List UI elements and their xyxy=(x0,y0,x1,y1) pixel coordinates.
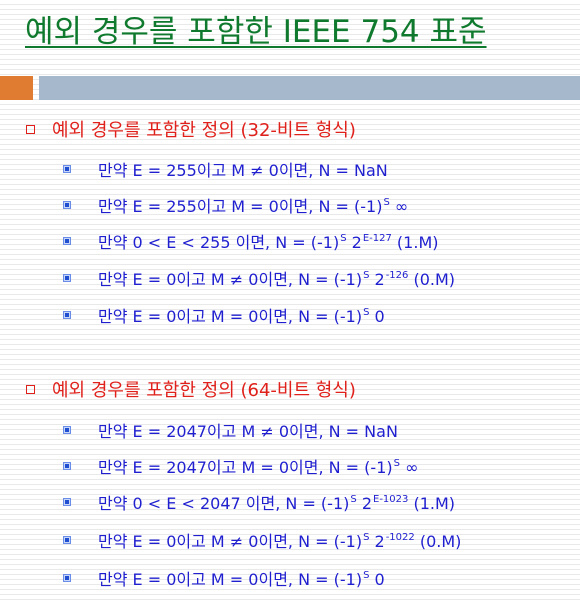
slide-title: 예외 경우를 포함한 IEEE 754 표준 xyxy=(25,14,487,50)
filled-square-bullet-icon xyxy=(63,274,71,282)
item-text-part: 0 xyxy=(369,570,385,589)
header-bar xyxy=(39,76,580,100)
item-text-part: (1.M) xyxy=(408,494,456,513)
hollow-square-bullet-icon xyxy=(26,124,35,134)
item-text-part: 만약 0 < E < 255 이면, N = (-1) xyxy=(98,233,340,252)
superscript: S xyxy=(340,233,347,244)
section-heading-text: 예외 경우를 포함한 정의 (32-비트 형식) xyxy=(52,120,356,141)
superscript: E-127 xyxy=(362,233,392,244)
item-text-part: ∞ xyxy=(389,197,409,216)
list-item: 만약 E = 0이고 M = 0이면, N = (-1)S 0 xyxy=(63,566,385,590)
list-item: 만약 E = 2047이고 M ≠ 0이면, N = NaN xyxy=(63,418,398,442)
item-text-part: 만약 E = 2047이고 M = 0이면, N = (-1) xyxy=(98,458,393,477)
item-text-part: (1.M) xyxy=(391,233,439,252)
superscript: E-1023 xyxy=(373,494,409,505)
item-text-part: 2 xyxy=(369,270,385,289)
filled-square-bullet-icon xyxy=(63,311,71,319)
item-text-part: (0.M) xyxy=(414,532,462,551)
item-text-part: 만약 E = 0이고 M = 0이면, N = (-1) xyxy=(98,307,363,326)
item-text-part: 만약 E = 0이고 M = 0이면, N = (-1) xyxy=(98,570,363,589)
filled-square-bullet-icon xyxy=(63,237,71,245)
filled-square-bullet-icon xyxy=(63,498,71,506)
item-text-part: ∞ xyxy=(399,458,419,477)
item-text-part: 2 xyxy=(369,532,385,551)
list-item: 만약 E = 0이고 M ≠ 0이면, N = (-1)S 2-1022 (0.… xyxy=(63,528,461,552)
item-text: 만약 E = 0이고 M = 0이면, N = (-1)S 0 xyxy=(98,566,385,590)
item-text: 만약 E = 0이고 M ≠ 0이면, N = (-1)S 2-1022 (0.… xyxy=(98,528,461,552)
section-heading: 예외 경우를 포함한 정의 (64-비트 형식) xyxy=(26,376,356,402)
section-heading-text: 예외 경우를 포함한 정의 (64-비트 형식) xyxy=(52,380,356,401)
item-text: 만약 0 < E < 255 이면, N = (-1)S 2E-127 (1.M… xyxy=(98,229,438,253)
item-text-part: 만약 E = 255이고 M ≠ 0이면, N = NaN xyxy=(98,161,388,180)
item-text-part: 만약 E = 255이고 M = 0이면, N = (-1) xyxy=(98,197,383,216)
item-text-part: 만약 0 < E < 2047 이면, N = (-1) xyxy=(98,494,350,513)
superscript: S xyxy=(363,532,370,543)
filled-square-bullet-icon xyxy=(63,574,71,582)
section-heading: 예외 경우를 포함한 정의 (32-비트 형식) xyxy=(26,116,356,142)
superscript: -126 xyxy=(385,270,409,281)
filled-square-bullet-icon xyxy=(63,536,71,544)
superscript: S xyxy=(383,197,390,208)
item-text: 만약 E = 255이고 M = 0이면, N = (-1)S ∞ xyxy=(98,193,408,217)
superscript: S xyxy=(393,458,400,469)
superscript: S xyxy=(350,494,357,505)
list-item: 만약 0 < E < 255 이면, N = (-1)S 2E-127 (1.M… xyxy=(63,229,438,253)
item-text-part: 2 xyxy=(346,233,362,252)
list-item: 만약 E = 2047이고 M = 0이면, N = (-1)S ∞ xyxy=(63,454,418,478)
item-text: 만약 E = 2047이고 M ≠ 0이면, N = NaN xyxy=(98,418,398,442)
item-text: 만약 E = 0이고 M = 0이면, N = (-1)S 0 xyxy=(98,303,385,327)
item-text-part: 0 xyxy=(369,307,385,326)
item-text: 만약 0 < E < 2047 이면, N = (-1)S 2E-1023 (1… xyxy=(98,490,455,514)
superscript: S xyxy=(363,307,370,318)
accent-bar xyxy=(0,76,33,100)
filled-square-bullet-icon xyxy=(63,165,71,173)
list-item: 만약 E = 0이고 M = 0이면, N = (-1)S 0 xyxy=(63,303,385,327)
item-text-part: (0.M) xyxy=(408,270,456,289)
filled-square-bullet-icon xyxy=(63,201,71,209)
superscript: -1022 xyxy=(385,532,415,543)
hollow-square-bullet-icon xyxy=(26,384,35,394)
list-item: 만약 E = 255이고 M ≠ 0이면, N = NaN xyxy=(63,157,388,181)
item-text: 만약 E = 0이고 M ≠ 0이면, N = (-1)S 2-126 (0.M… xyxy=(98,266,455,290)
list-item: 만약 0 < E < 2047 이면, N = (-1)S 2E-1023 (1… xyxy=(63,490,455,514)
item-text-part: 만약 E = 2047이고 M ≠ 0이면, N = NaN xyxy=(98,422,398,441)
list-item: 만약 E = 255이고 M = 0이면, N = (-1)S ∞ xyxy=(63,193,408,217)
superscript: S xyxy=(363,270,370,281)
filled-square-bullet-icon xyxy=(63,426,71,434)
filled-square-bullet-icon xyxy=(63,462,71,470)
item-text: 만약 E = 255이고 M ≠ 0이면, N = NaN xyxy=(98,157,388,181)
superscript: S xyxy=(363,570,370,581)
item-text-part: 2 xyxy=(356,494,372,513)
item-text: 만약 E = 2047이고 M = 0이면, N = (-1)S ∞ xyxy=(98,454,418,478)
item-text-part: 만약 E = 0이고 M ≠ 0이면, N = (-1) xyxy=(98,532,363,551)
list-item: 만약 E = 0이고 M ≠ 0이면, N = (-1)S 2-126 (0.M… xyxy=(63,266,455,290)
item-text-part: 만약 E = 0이고 M ≠ 0이면, N = (-1) xyxy=(98,270,363,289)
